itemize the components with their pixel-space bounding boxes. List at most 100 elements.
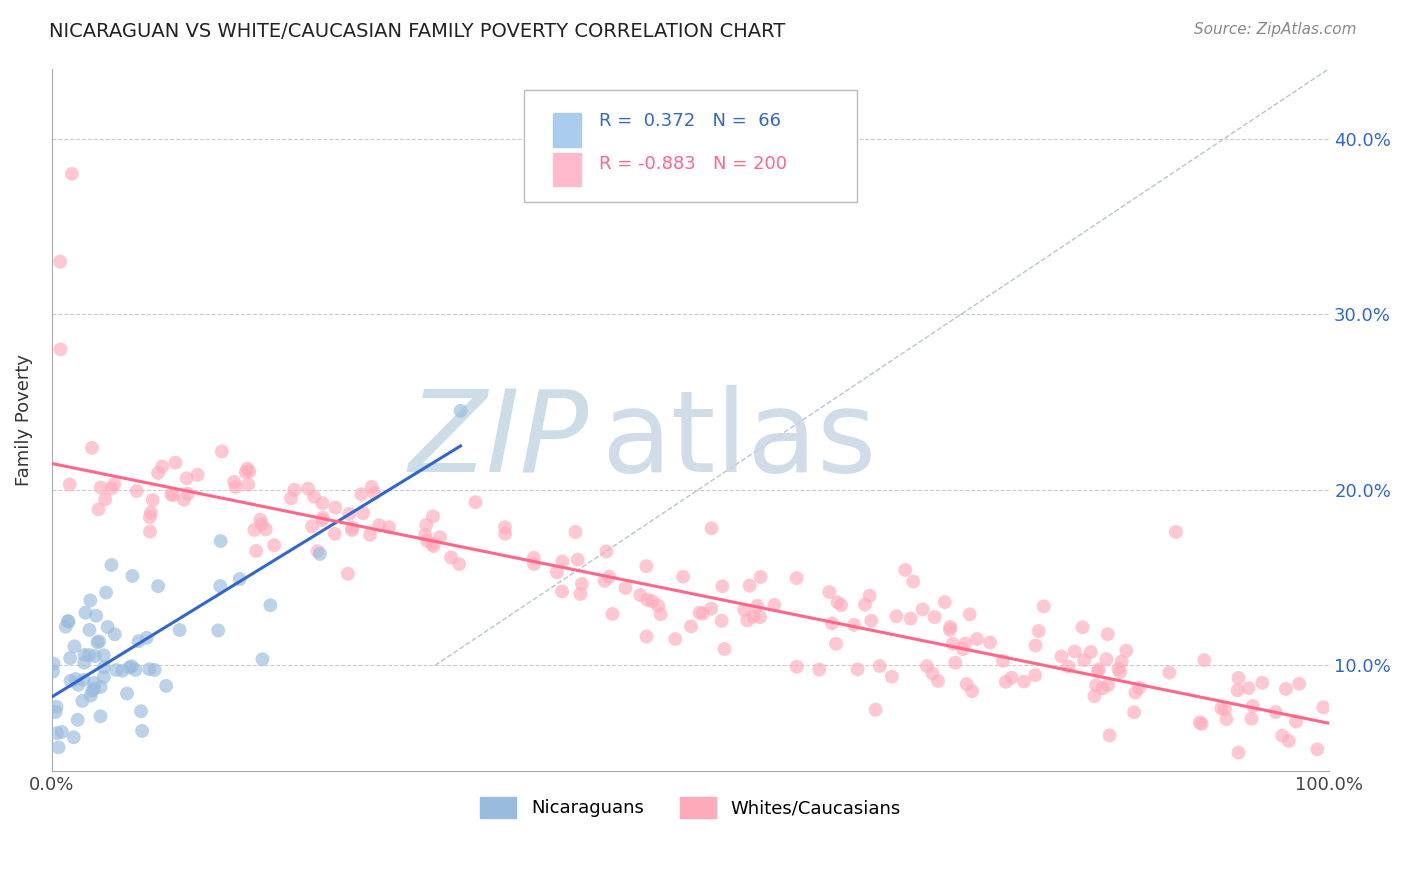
Point — [1213, 702, 1236, 716]
Point — [786, 660, 808, 674]
Point — [105, 663, 128, 677]
Point — [1097, 678, 1119, 692]
Point — [124, 663, 146, 677]
Point — [83, 681, 105, 696]
Point — [853, 598, 876, 612]
Point — [93, 660, 115, 674]
Point — [135, 631, 157, 645]
Point — [955, 677, 977, 691]
Point — [56, 614, 79, 628]
Point — [245, 544, 267, 558]
Point — [894, 563, 917, 577]
Point — [733, 603, 755, 617]
Point — [111, 664, 134, 678]
Point — [82, 684, 104, 698]
Point — [1080, 645, 1102, 659]
Point — [125, 483, 148, 498]
Point — [911, 602, 934, 616]
Point — [249, 513, 271, 527]
Point — [818, 585, 841, 599]
Point — [259, 599, 281, 613]
Point — [142, 493, 165, 508]
Point — [825, 637, 848, 651]
Point — [942, 637, 965, 651]
Point — [84, 648, 107, 663]
Point — [42, 665, 65, 679]
Text: Source: ZipAtlas.com: Source: ZipAtlas.com — [1194, 22, 1357, 37]
Point — [49, 343, 72, 357]
Point — [602, 607, 624, 621]
Point — [250, 517, 273, 532]
Point — [131, 723, 153, 738]
Point — [302, 490, 325, 504]
Point — [118, 660, 141, 674]
Point — [86, 635, 108, 649]
Point — [121, 659, 143, 673]
Point — [1091, 681, 1114, 696]
Point — [749, 570, 772, 584]
Point — [340, 523, 363, 537]
Point — [420, 537, 443, 551]
Point — [169, 623, 191, 637]
Point — [45, 699, 67, 714]
Point — [710, 614, 733, 628]
Point — [1107, 662, 1129, 676]
Point — [830, 598, 852, 612]
Point — [77, 648, 100, 662]
Point — [1215, 712, 1237, 726]
Point — [966, 632, 988, 646]
Point — [692, 607, 714, 621]
Point — [93, 670, 115, 684]
Point — [593, 574, 616, 588]
Point — [363, 486, 385, 500]
Point — [742, 609, 765, 624]
Point — [927, 673, 949, 688]
Point — [66, 713, 89, 727]
Point — [900, 612, 922, 626]
Point — [229, 572, 252, 586]
Point — [713, 642, 735, 657]
Point — [700, 601, 723, 615]
Point — [1164, 524, 1187, 539]
Point — [1109, 665, 1132, 679]
Point — [104, 627, 127, 641]
Point — [173, 492, 195, 507]
Point — [62, 731, 84, 745]
Point — [636, 559, 658, 574]
Point — [664, 632, 686, 646]
Point — [924, 610, 946, 624]
Point — [1123, 705, 1146, 719]
Point — [100, 481, 122, 495]
Point — [413, 528, 436, 542]
Point — [1083, 689, 1105, 703]
Point — [1125, 685, 1147, 699]
Point — [952, 642, 974, 657]
Point — [63, 640, 86, 654]
Point — [90, 680, 112, 694]
Point — [1024, 668, 1046, 682]
Legend: Nicaraguans, Whites/Caucasians: Nicaraguans, Whites/Caucasians — [472, 789, 908, 825]
Point — [94, 585, 117, 599]
Point — [449, 557, 471, 571]
Point — [641, 594, 664, 608]
Point — [236, 461, 259, 475]
Point — [42, 657, 65, 671]
Text: R =  0.372   N =  66: R = 0.372 N = 66 — [599, 112, 780, 130]
Point — [747, 599, 769, 613]
Point — [177, 486, 200, 500]
Point — [429, 530, 451, 544]
Point — [75, 606, 97, 620]
Point — [280, 491, 302, 506]
Point — [953, 637, 976, 651]
Point — [915, 659, 938, 673]
Point — [94, 492, 117, 507]
Point — [89, 709, 111, 723]
Point — [636, 630, 658, 644]
Point — [139, 524, 162, 539]
Point — [72, 694, 94, 708]
Point — [323, 527, 346, 541]
Point — [865, 703, 887, 717]
Point — [128, 634, 150, 648]
Point — [567, 552, 589, 566]
Point — [146, 579, 169, 593]
